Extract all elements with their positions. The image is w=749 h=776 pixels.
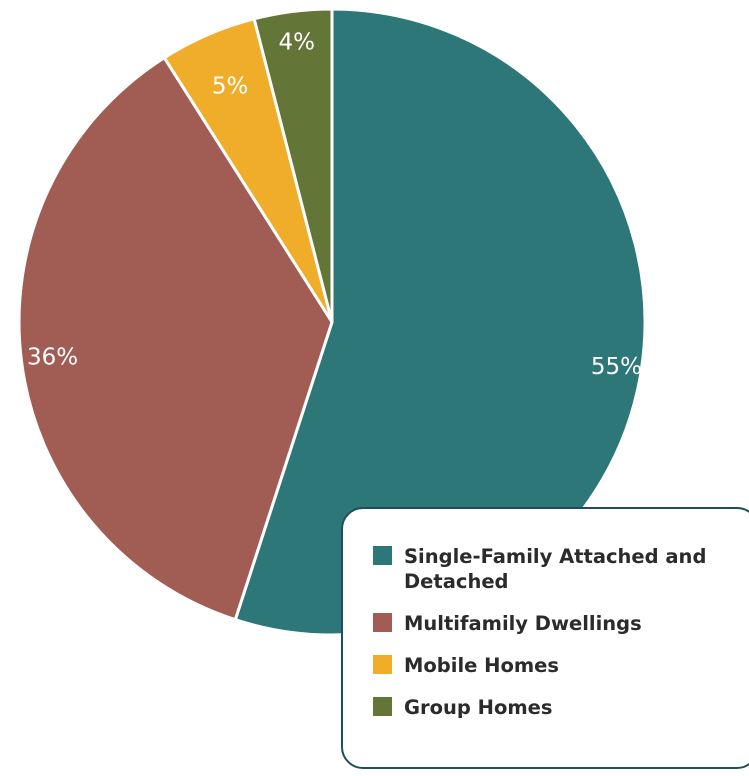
pie-slice-1: [17, 56, 334, 622]
slice-label-2: 5%: [212, 73, 249, 99]
pie-slice-3: [252, 7, 334, 324]
legend-swatch: [373, 655, 392, 674]
legend: Single-Family Attached and Detached Multi…: [341, 507, 749, 769]
legend-item: Multifamily Dwellings: [373, 611, 737, 636]
slice-label-0: 55%: [591, 354, 642, 380]
legend-item: Mobile Homes: [373, 653, 737, 678]
legend-label: Group Homes: [404, 696, 553, 719]
legend-label: Mobile Homes: [404, 654, 560, 677]
slice-label-1: 36%: [27, 344, 78, 370]
legend-item: Single-Family Attached and Detached: [373, 544, 737, 594]
legend-item: Group Homes: [373, 695, 737, 720]
legend-label: Multifamily Dwellings: [404, 612, 642, 635]
legend-swatch: [373, 546, 392, 565]
legend-label: Single-Family Attached and Detached: [404, 545, 707, 593]
slice-label-3: 4%: [278, 30, 315, 56]
legend-swatch: [373, 697, 392, 716]
legend-swatch: [373, 613, 392, 632]
